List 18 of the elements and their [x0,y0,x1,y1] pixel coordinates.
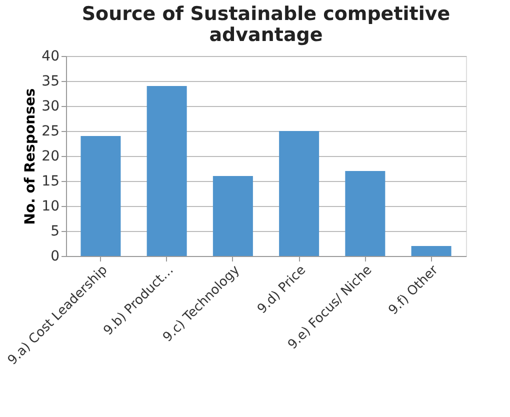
y-tick-label: 40 [42,48,60,64]
bar [80,136,121,256]
y-tick-label: 30 [42,98,60,114]
bar [212,176,253,256]
text: Source of Sustainable competitive [82,3,450,25]
bar [411,246,452,256]
y-tick-label: 10 [42,198,60,214]
bar [279,131,320,256]
y-axis-title: No. of Responses [22,88,39,225]
bar [146,86,187,256]
y-tick-label: 0 [50,248,60,264]
y-tick-label: 25 [42,124,60,140]
y-tick-label: 15 [42,174,60,190]
y-tick-label: 35 [42,74,60,90]
text: advantage [209,24,323,46]
y-tick-label: 20 [42,148,60,164]
y-tick-label: 5 [50,224,60,240]
bar [345,171,386,256]
